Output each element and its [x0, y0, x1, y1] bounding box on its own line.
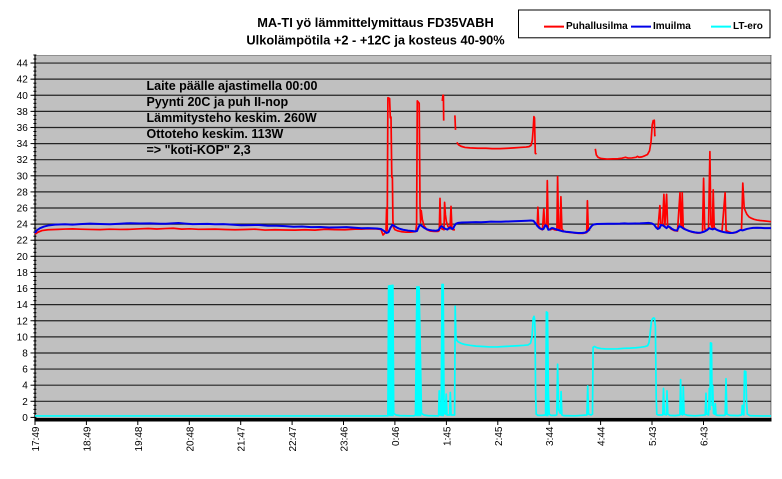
svg-text:2: 2: [22, 397, 28, 408]
svg-text:Ulkolämpötila +2 - +12C ja kos: Ulkolämpötila +2 - +12C ja kosteus 40-90…: [246, 33, 505, 48]
svg-text:6: 6: [22, 365, 28, 376]
svg-text:MA-TI yö lämmittelymittaus FD3: MA-TI yö lämmittelymittaus FD35VABH: [257, 15, 494, 30]
svg-text:24: 24: [17, 220, 29, 231]
svg-text:Ottoteho keskim. 113W: Ottoteho keskim. 113W: [147, 127, 284, 141]
svg-text:Imuilma: Imuilma: [653, 21, 691, 32]
svg-text:23:46: 23:46: [340, 426, 351, 451]
svg-text:17:49: 17:49: [31, 426, 42, 451]
svg-text:18:49: 18:49: [82, 426, 93, 451]
svg-text:4: 4: [22, 381, 28, 392]
svg-text:38: 38: [17, 107, 29, 118]
svg-text:22:47: 22:47: [288, 426, 299, 451]
svg-text:44: 44: [17, 59, 29, 70]
svg-text:16: 16: [17, 284, 29, 295]
svg-text:10: 10: [17, 332, 29, 343]
svg-text:20: 20: [17, 252, 29, 263]
svg-text:28: 28: [17, 187, 29, 198]
svg-text:21:47: 21:47: [237, 426, 248, 451]
svg-text:34: 34: [17, 139, 29, 150]
svg-text:3:44: 3:44: [545, 426, 556, 446]
svg-text:2:45: 2:45: [494, 426, 505, 446]
svg-text:1:45: 1:45: [442, 426, 453, 446]
svg-text:19:48: 19:48: [134, 426, 145, 451]
svg-text:Pyynti 20C ja puh II-nop: Pyynti 20C ja puh II-nop: [147, 95, 289, 109]
svg-text:4:44: 4:44: [597, 426, 608, 446]
svg-text:=> "koti-KOP" 2,3: => "koti-KOP" 2,3: [147, 143, 251, 157]
svg-text:Lämmitysteho keskim. 260W: Lämmitysteho keskim. 260W: [147, 111, 317, 125]
svg-text:14: 14: [17, 300, 29, 311]
svg-text:Laite päälle ajastimella 00:00: Laite päälle ajastimella 00:00: [147, 79, 318, 93]
svg-text:40: 40: [17, 91, 29, 102]
svg-text:8: 8: [22, 348, 28, 359]
svg-text:22: 22: [17, 236, 29, 247]
svg-text:5:43: 5:43: [648, 426, 659, 446]
svg-text:6:43: 6:43: [700, 426, 711, 446]
svg-text:26: 26: [17, 204, 29, 215]
svg-text:30: 30: [17, 171, 29, 182]
svg-text:LT-ero: LT-ero: [733, 21, 763, 32]
svg-text:18: 18: [17, 268, 29, 279]
svg-text:42: 42: [17, 75, 29, 86]
svg-text:32: 32: [17, 155, 29, 166]
svg-text:12: 12: [17, 316, 29, 327]
svg-text:20:48: 20:48: [185, 426, 196, 451]
svg-text:Puhallusilma: Puhallusilma: [566, 21, 628, 32]
svg-text:36: 36: [17, 123, 29, 134]
svg-text:0: 0: [22, 413, 28, 424]
svg-text:0:46: 0:46: [391, 426, 402, 446]
